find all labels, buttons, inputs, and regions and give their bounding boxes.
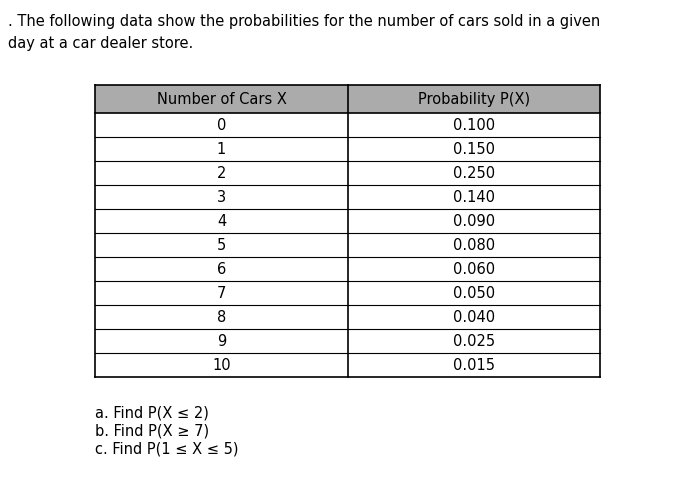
Text: 8: 8 [217,310,226,325]
Text: 0.040: 0.040 [453,310,495,325]
Text: Probability P(X): Probability P(X) [418,92,530,107]
Bar [95,161,600,185]
Text: day at a car dealer store.: day at a car dealer store. [8,36,193,51]
Text: 7: 7 [217,286,226,301]
Bar [95,257,600,281]
Text: 0.150: 0.150 [453,141,495,156]
Text: 0.015: 0.015 [453,358,495,373]
Text: 3: 3 [217,189,226,204]
Bar [95,137,600,161]
Text: 0: 0 [217,118,226,132]
Text: 0.100: 0.100 [453,118,495,132]
Text: 0.025: 0.025 [453,334,495,349]
Text: 0.140: 0.140 [453,189,495,204]
Text: 10: 10 [212,358,231,373]
Bar [95,281,600,305]
Text: 1: 1 [217,141,226,156]
Text: 0.060: 0.060 [453,262,495,277]
Bar [95,305,600,329]
Text: 6: 6 [217,262,226,277]
Bar [95,233,600,257]
Text: . The following data show the probabilities for the number of cars sold in a giv: . The following data show the probabilit… [8,14,600,29]
Bar [95,329,600,353]
Text: 2: 2 [217,165,226,180]
Bar [95,85,600,113]
Text: 0.250: 0.250 [453,165,495,180]
Text: 4: 4 [217,213,226,228]
Text: a. Find P(X ≤ 2): a. Find P(X ≤ 2) [95,405,209,420]
Text: b. Find P(X ≥ 7): b. Find P(X ≥ 7) [95,423,209,438]
Bar [95,185,600,209]
Bar [95,113,600,137]
Bar [95,209,600,233]
Text: 0.050: 0.050 [453,286,495,301]
Text: c. Find P(1 ≤ X ≤ 5): c. Find P(1 ≤ X ≤ 5) [95,441,238,456]
Text: 5: 5 [217,237,226,253]
Text: 0.090: 0.090 [453,213,495,228]
Text: Number of Cars X: Number of Cars X [156,92,287,107]
Text: 0.080: 0.080 [453,237,495,253]
Bar [95,353,600,377]
Text: 9: 9 [217,334,226,349]
